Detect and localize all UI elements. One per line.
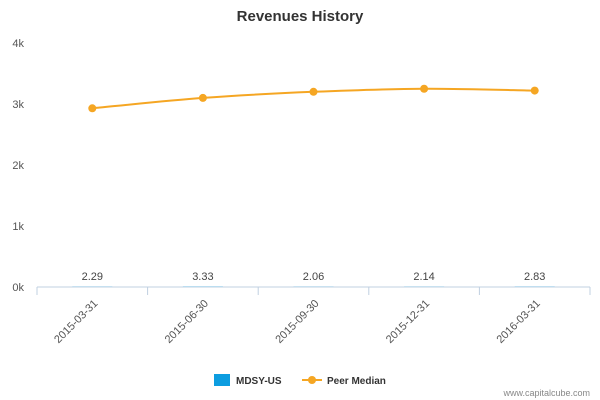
peer-median-point <box>88 104 97 113</box>
legend-swatch-mdsy <box>214 374 230 386</box>
legend-label-mdsy: MDSY-US <box>236 376 282 387</box>
chart-title: Revenues History <box>237 8 364 25</box>
data-label: 2.29 <box>82 271 103 283</box>
legend-item-mdsy[interactable]: MDSY-US <box>214 374 282 387</box>
peer-median-point <box>530 86 539 95</box>
legend[interactable]: MDSY-US Peer Median <box>214 374 386 387</box>
legend-label-peer-median: Peer Median <box>327 376 386 387</box>
data-label: 3.33 <box>192 271 213 283</box>
y-tick-label: 1k <box>12 221 24 233</box>
x-tick-label: 2015-06-30 <box>163 298 211 346</box>
peer-median-point <box>420 84 429 93</box>
peer-median-point <box>309 87 318 96</box>
data-label: 2.06 <box>303 271 324 283</box>
y-tick-label: 4k <box>12 38 24 50</box>
peer-median-point <box>198 93 207 102</box>
data-labels: 2.29 3.33 2.06 2.14 2.83 <box>82 271 546 283</box>
data-label: 2.14 <box>413 271 434 283</box>
x-axis: 2015-03-31 2015-06-30 2015-09-30 2015-12-31… <box>36 286 591 346</box>
credit-text: www.capitalcube.com <box>502 388 590 398</box>
data-label: 2.83 <box>524 271 545 283</box>
x-tick-label: 2016-03-31 <box>495 298 543 346</box>
y-tick-label: 2k <box>12 160 24 172</box>
x-tick-label: 2015-09-30 <box>273 298 321 346</box>
y-tick-label: 0k <box>12 282 24 294</box>
legend-item-peer-median[interactable]: Peer Median <box>302 376 386 387</box>
legend-marker-peer-median <box>308 376 316 384</box>
x-tick-label: 2015-03-31 <box>52 298 100 346</box>
x-tick-label: 2015-12-31 <box>384 298 432 346</box>
y-tick-label: 3k <box>12 99 24 111</box>
line-series-peer-median <box>88 84 539 113</box>
y-axis: 0k 1k 2k 3k 4k <box>12 38 24 294</box>
